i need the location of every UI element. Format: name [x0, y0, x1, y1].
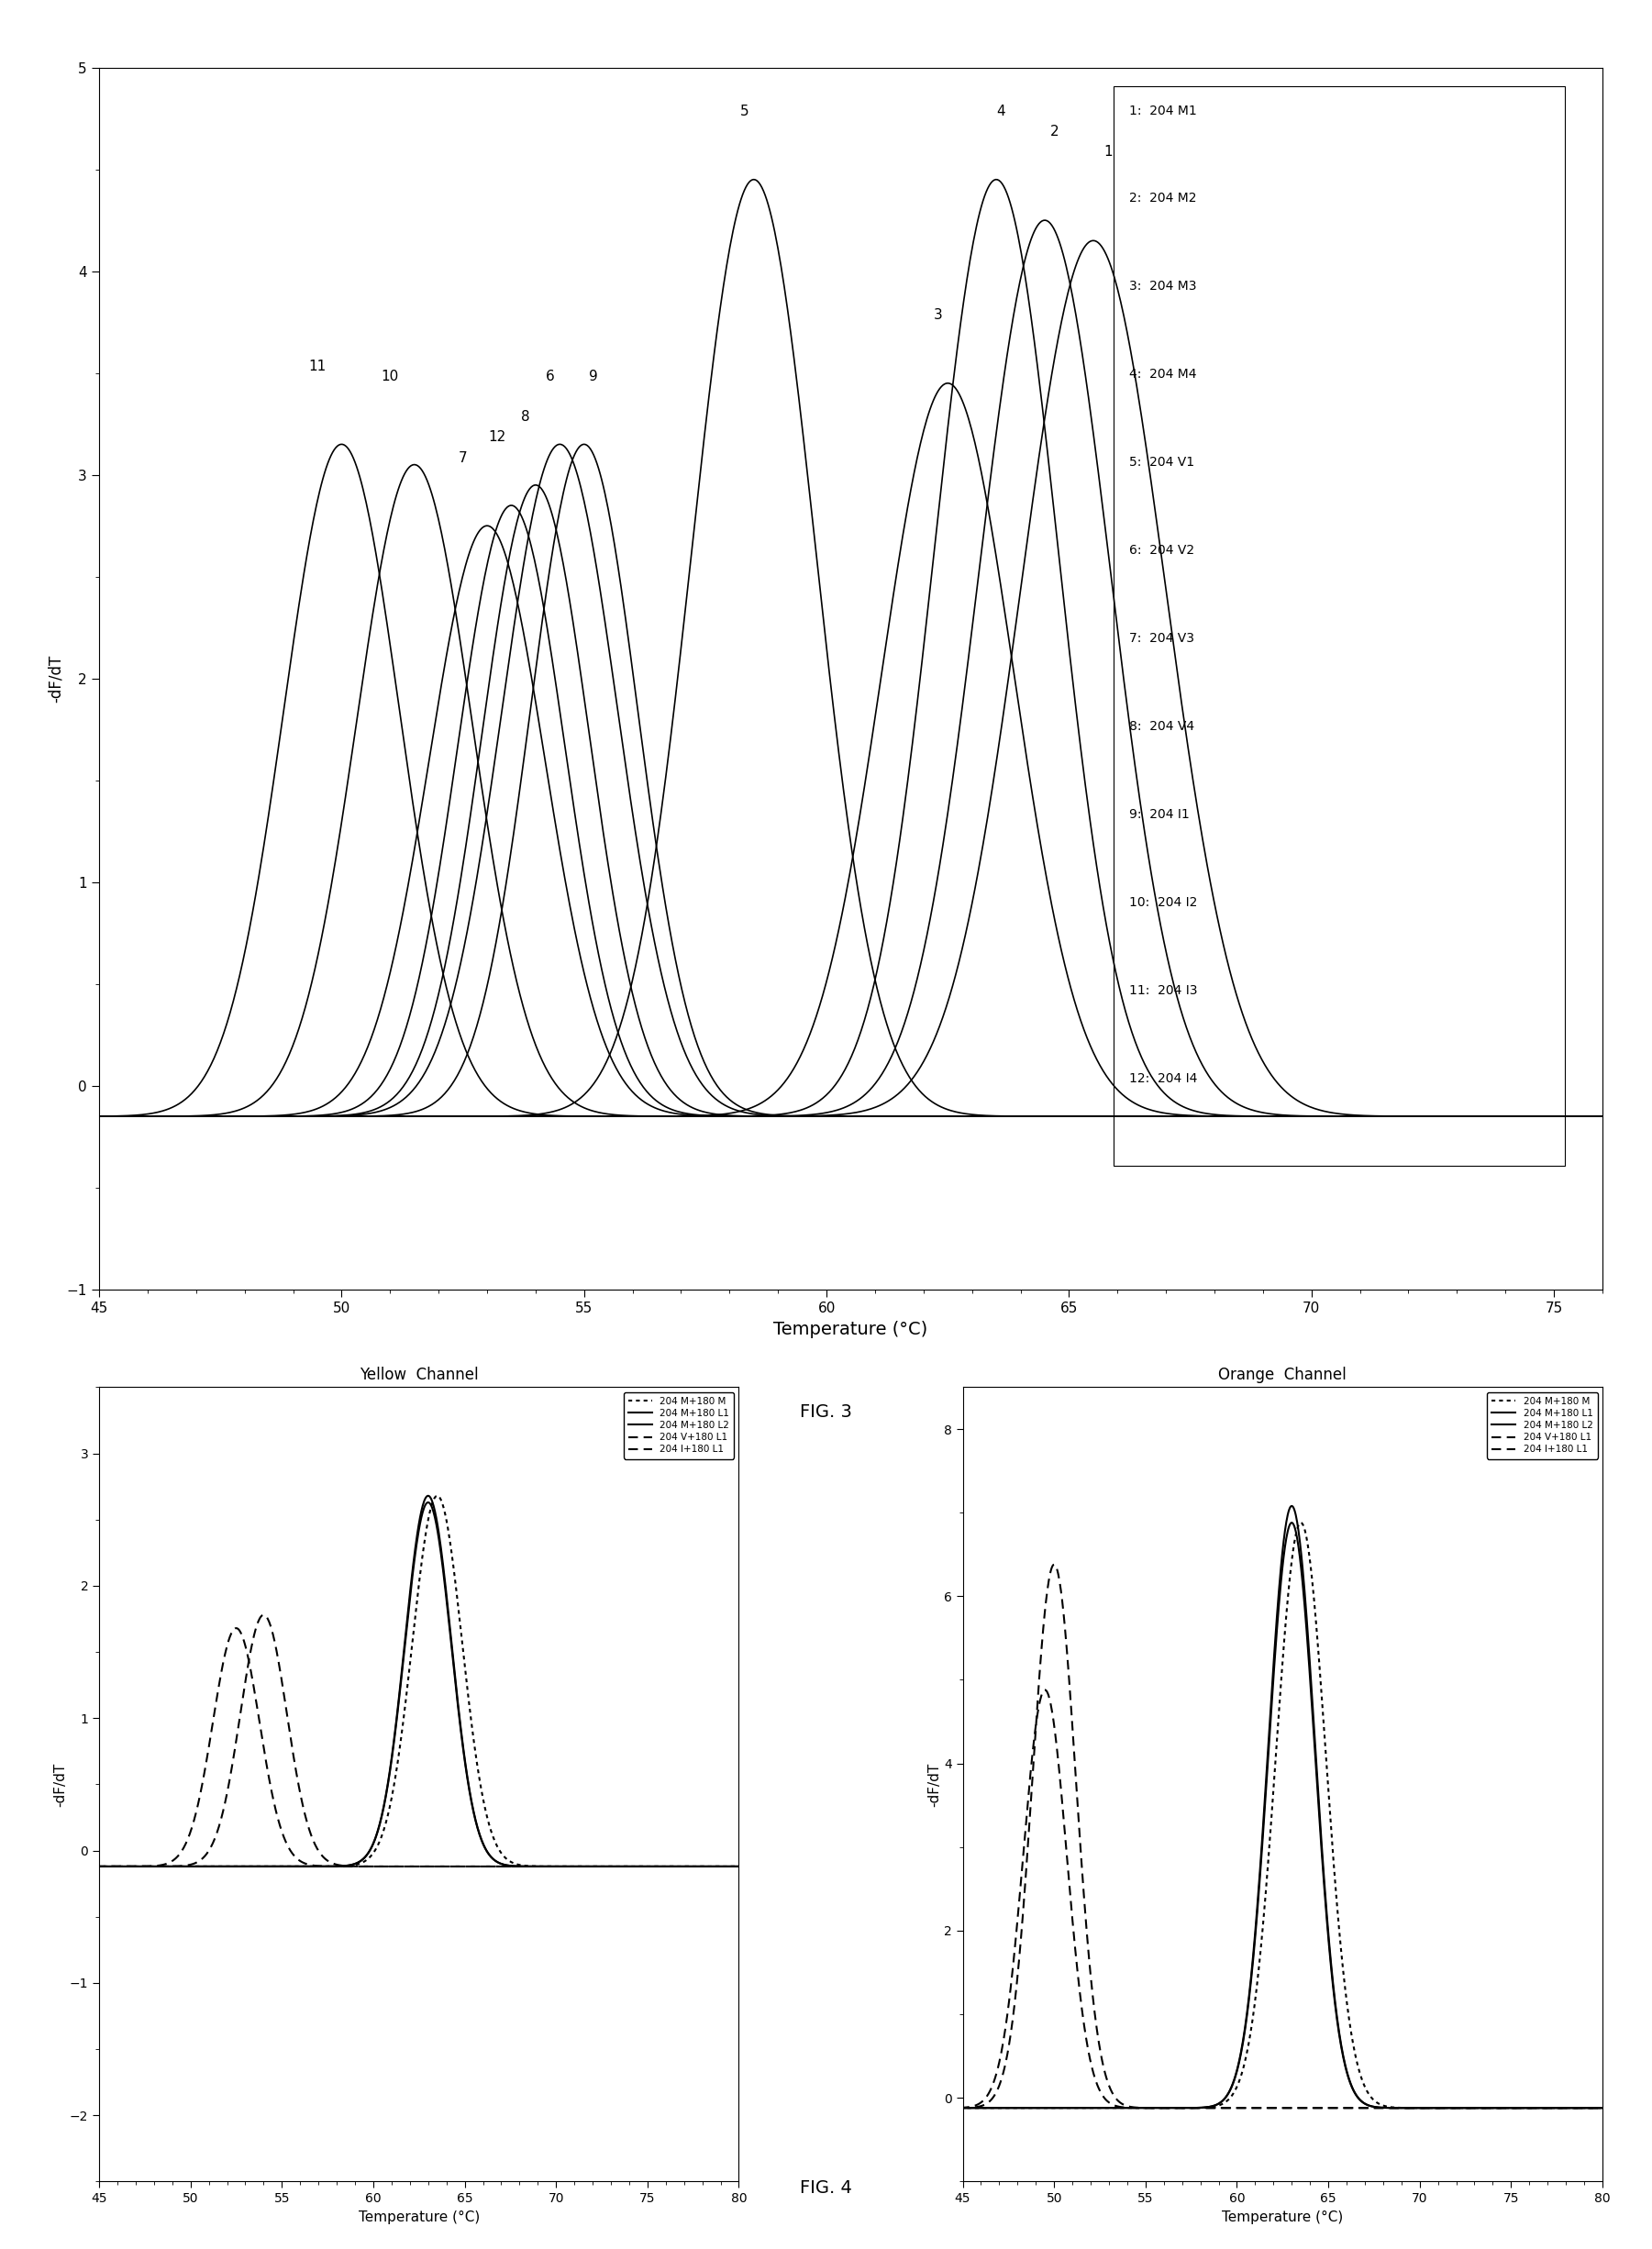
Text: 4: 4 — [996, 106, 1006, 119]
X-axis label: Temperature (°C): Temperature (°C) — [773, 1320, 928, 1338]
Text: 3: 3 — [933, 308, 943, 322]
Text: FIG. 3: FIG. 3 — [800, 1403, 852, 1421]
Text: 6:  204 V2: 6: 204 V2 — [1128, 544, 1194, 558]
Text: 5:  204 V1: 5: 204 V1 — [1128, 457, 1194, 468]
Text: 10: 10 — [382, 369, 398, 382]
Text: 8: 8 — [522, 409, 530, 423]
Text: 9:  204 I1: 9: 204 I1 — [1128, 807, 1189, 821]
Text: 1:  204 M1: 1: 204 M1 — [1128, 103, 1196, 117]
Y-axis label: -dF/dT: -dF/dT — [48, 654, 64, 702]
Text: 9: 9 — [590, 369, 598, 382]
Text: 7: 7 — [458, 450, 468, 466]
Bar — [1113, 85, 1564, 1165]
Text: 6: 6 — [545, 369, 555, 382]
Text: 12:  204 I4: 12: 204 I4 — [1128, 1073, 1198, 1084]
Text: 1: 1 — [1104, 146, 1112, 160]
Text: 11: 11 — [309, 360, 325, 373]
Text: 2:  204 M2: 2: 204 M2 — [1128, 191, 1196, 205]
Title: Yellow  Channel: Yellow Channel — [360, 1367, 479, 1383]
Text: 4:  204 M4: 4: 204 M4 — [1128, 369, 1196, 380]
Text: 8:  204 V4: 8: 204 V4 — [1128, 720, 1194, 733]
X-axis label: Temperature (°C): Temperature (°C) — [358, 2211, 479, 2224]
Text: 5: 5 — [740, 106, 748, 119]
Y-axis label: -dF/dT: -dF/dT — [53, 1763, 68, 1806]
Text: 10:  204 I2: 10: 204 I2 — [1128, 895, 1198, 909]
Text: 2: 2 — [1051, 126, 1059, 139]
Text: 12: 12 — [487, 430, 506, 445]
X-axis label: Temperature (°C): Temperature (°C) — [1222, 2211, 1343, 2224]
Text: FIG. 4: FIG. 4 — [800, 2179, 852, 2197]
Y-axis label: -dF/dT: -dF/dT — [927, 1763, 942, 1806]
Legend: 204 M+180 M, 204 M+180 L1, 204 M+180 L2, 204 V+180 L1, 204 I+180 L1: 204 M+180 M, 204 M+180 L1, 204 M+180 L2,… — [1487, 1392, 1597, 1460]
Legend: 204 M+180 M, 204 M+180 L1, 204 M+180 L2, 204 V+180 L1, 204 I+180 L1: 204 M+180 M, 204 M+180 L1, 204 M+180 L2,… — [623, 1392, 733, 1460]
Text: 11:  204 I3: 11: 204 I3 — [1128, 985, 1198, 996]
Text: 3:  204 M3: 3: 204 M3 — [1128, 281, 1196, 292]
Text: 7:  204 V3: 7: 204 V3 — [1128, 632, 1194, 645]
Title: Orange  Channel: Orange Channel — [1219, 1367, 1346, 1383]
